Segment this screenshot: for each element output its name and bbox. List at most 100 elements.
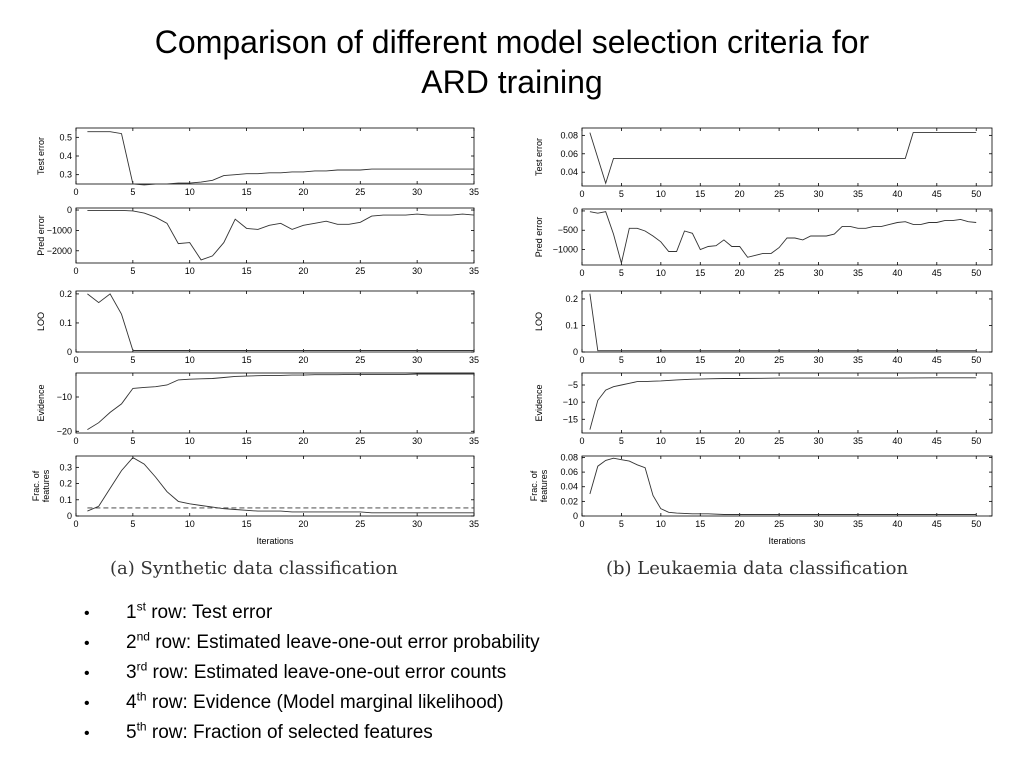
y-tick-label: −5 xyxy=(568,380,578,390)
series-line xyxy=(589,132,977,185)
x-tick-label: 35 xyxy=(469,355,479,365)
bullet-marker: • xyxy=(84,725,90,742)
bullet-item: • 5th row: Fraction of selected features xyxy=(84,718,540,748)
bullet-text: row: Fraction of selected features xyxy=(151,722,433,743)
bullet-ordinal-suffix: th xyxy=(136,689,147,704)
bullet-item: • 2nd row: Estimated leave-one-out error … xyxy=(84,628,540,658)
x-axis-label: Iterations xyxy=(768,536,806,546)
bullet-item: • 1st row: Test error xyxy=(84,598,540,628)
subplot-b-2: 0 5 10 15 20 25 30 35 40 45 50 0 −500 −1000 Pred error xyxy=(534,206,993,278)
bullet-ordinal-suffix: rd xyxy=(136,659,148,674)
x-tick-label: 15 xyxy=(695,436,705,446)
bullet-row-number: 3 xyxy=(126,662,137,683)
x-tick-label: 10 xyxy=(656,436,666,446)
x-tick-label: 0 xyxy=(579,355,584,365)
series-line xyxy=(589,293,977,352)
subplot-b-5: 0 5 10 15 20 25 30 35 40 45 50 0 0.02 0.04 0.06 0.08 Fra… xyxy=(529,452,993,529)
x-tick-label: 30 xyxy=(412,519,422,529)
y-axis-label-line: Test error xyxy=(36,137,46,175)
plot-frame xyxy=(75,207,475,264)
x-tick-label: 10 xyxy=(656,189,666,199)
x-tick-label: 25 xyxy=(774,355,784,365)
x-tick-label: 15 xyxy=(242,436,252,446)
x-tick-label: 10 xyxy=(185,436,195,446)
bullet-marker: • xyxy=(84,605,90,622)
x-tick-label: 15 xyxy=(242,355,252,365)
subplot-b-3: 0 5 10 15 20 25 30 35 40 45 50 0 0.1 0.2 LOO xyxy=(534,290,993,365)
y-tick-label: −1000 xyxy=(553,245,578,255)
y-tick-label: 0 xyxy=(67,511,72,521)
y-axis-label-line: LOO xyxy=(534,312,544,331)
x-tick-label: 10 xyxy=(185,266,195,276)
x-tick-label: 20 xyxy=(298,519,308,529)
x-tick-label: 25 xyxy=(355,436,365,446)
y-tick-label: 0.06 xyxy=(560,467,578,477)
bullet-row-number: 4 xyxy=(126,692,137,713)
x-tick-label: 20 xyxy=(735,189,745,199)
x-tick-label: 45 xyxy=(932,519,942,529)
bullet-text: row: Estimated leave-one-out error count… xyxy=(152,662,507,683)
x-tick-label: 20 xyxy=(735,268,745,278)
x-tick-label: 50 xyxy=(971,436,981,446)
series-line xyxy=(87,131,474,186)
x-tick-label: 25 xyxy=(355,519,365,529)
x-tick-label: 45 xyxy=(932,436,942,446)
x-tick-label: 10 xyxy=(656,268,666,278)
y-tick-label: 0 xyxy=(67,205,72,215)
series-line xyxy=(87,457,474,514)
x-tick-label: 20 xyxy=(735,355,745,365)
y-axis-label-line: features xyxy=(539,469,549,502)
y-tick-label: 0.02 xyxy=(560,496,578,506)
y-tick-label: −10 xyxy=(563,397,578,407)
x-tick-label: 30 xyxy=(412,355,422,365)
x-tick-label: 0 xyxy=(579,268,584,278)
x-tick-label: 35 xyxy=(469,266,479,276)
x-tick-label: 0 xyxy=(73,187,78,197)
bullet-marker: • xyxy=(84,695,90,712)
y-tick-label: 0.3 xyxy=(59,170,72,180)
x-tick-label: 35 xyxy=(469,519,479,529)
x-tick-label: 5 xyxy=(619,519,624,529)
x-tick-label: 0 xyxy=(579,189,584,199)
x-tick-label: 5 xyxy=(130,355,135,365)
x-tick-label: 10 xyxy=(656,519,666,529)
slide-title: Comparison of different model selection … xyxy=(62,22,962,102)
y-tick-label: −15 xyxy=(563,414,578,424)
y-axis-label: Evidence xyxy=(534,384,544,421)
x-tick-label: 30 xyxy=(814,355,824,365)
y-tick-label: −2000 xyxy=(47,246,72,256)
subplot-b-1: 0 5 10 15 20 25 30 35 40 45 50 0.04 0.06 0.08 Test err… xyxy=(534,127,993,199)
x-tick-label: 20 xyxy=(298,355,308,365)
x-tick-label: 25 xyxy=(355,266,365,276)
subplot-a-1: 0 5 10 15 20 25 30 35 0.3 0.4 0.5 Test error xyxy=(36,127,479,197)
y-tick-label: 0.2 xyxy=(59,479,72,489)
y-tick-label: 0.06 xyxy=(560,149,578,159)
x-tick-label: 15 xyxy=(242,519,252,529)
series-line xyxy=(589,211,977,264)
x-tick-label: 20 xyxy=(735,519,745,529)
x-tick-label: 5 xyxy=(619,189,624,199)
series-line xyxy=(589,457,977,515)
x-tick-label: 25 xyxy=(774,519,784,529)
y-axis-label-line: Evidence xyxy=(36,384,46,421)
y-tick-label: −10 xyxy=(57,392,72,402)
x-tick-label: 50 xyxy=(971,355,981,365)
x-tick-label: 25 xyxy=(774,189,784,199)
y-tick-label: 0 xyxy=(67,347,72,357)
y-tick-label: 0 xyxy=(573,347,578,357)
x-tick-label: 25 xyxy=(774,436,784,446)
x-tick-label: 30 xyxy=(814,268,824,278)
y-axis-label: Test error xyxy=(36,137,46,175)
y-tick-label: 0 xyxy=(573,206,578,216)
series-line xyxy=(87,293,474,351)
y-axis-label-line: Frac. of xyxy=(31,470,41,501)
subplot-a-4: 0 5 10 15 20 25 30 35 −10 −20 Evidence xyxy=(36,372,479,446)
x-tick-label: 45 xyxy=(932,189,942,199)
x-tick-label: 35 xyxy=(853,355,863,365)
x-tick-label: 15 xyxy=(695,519,705,529)
x-tick-label: 10 xyxy=(185,519,195,529)
y-axis-label-line: Pred error xyxy=(534,217,544,258)
plot-frame xyxy=(581,208,993,266)
bullet-list: • 1st row: Test error • 2nd row: Estimated … xyxy=(84,598,540,748)
x-tick-label: 10 xyxy=(185,187,195,197)
